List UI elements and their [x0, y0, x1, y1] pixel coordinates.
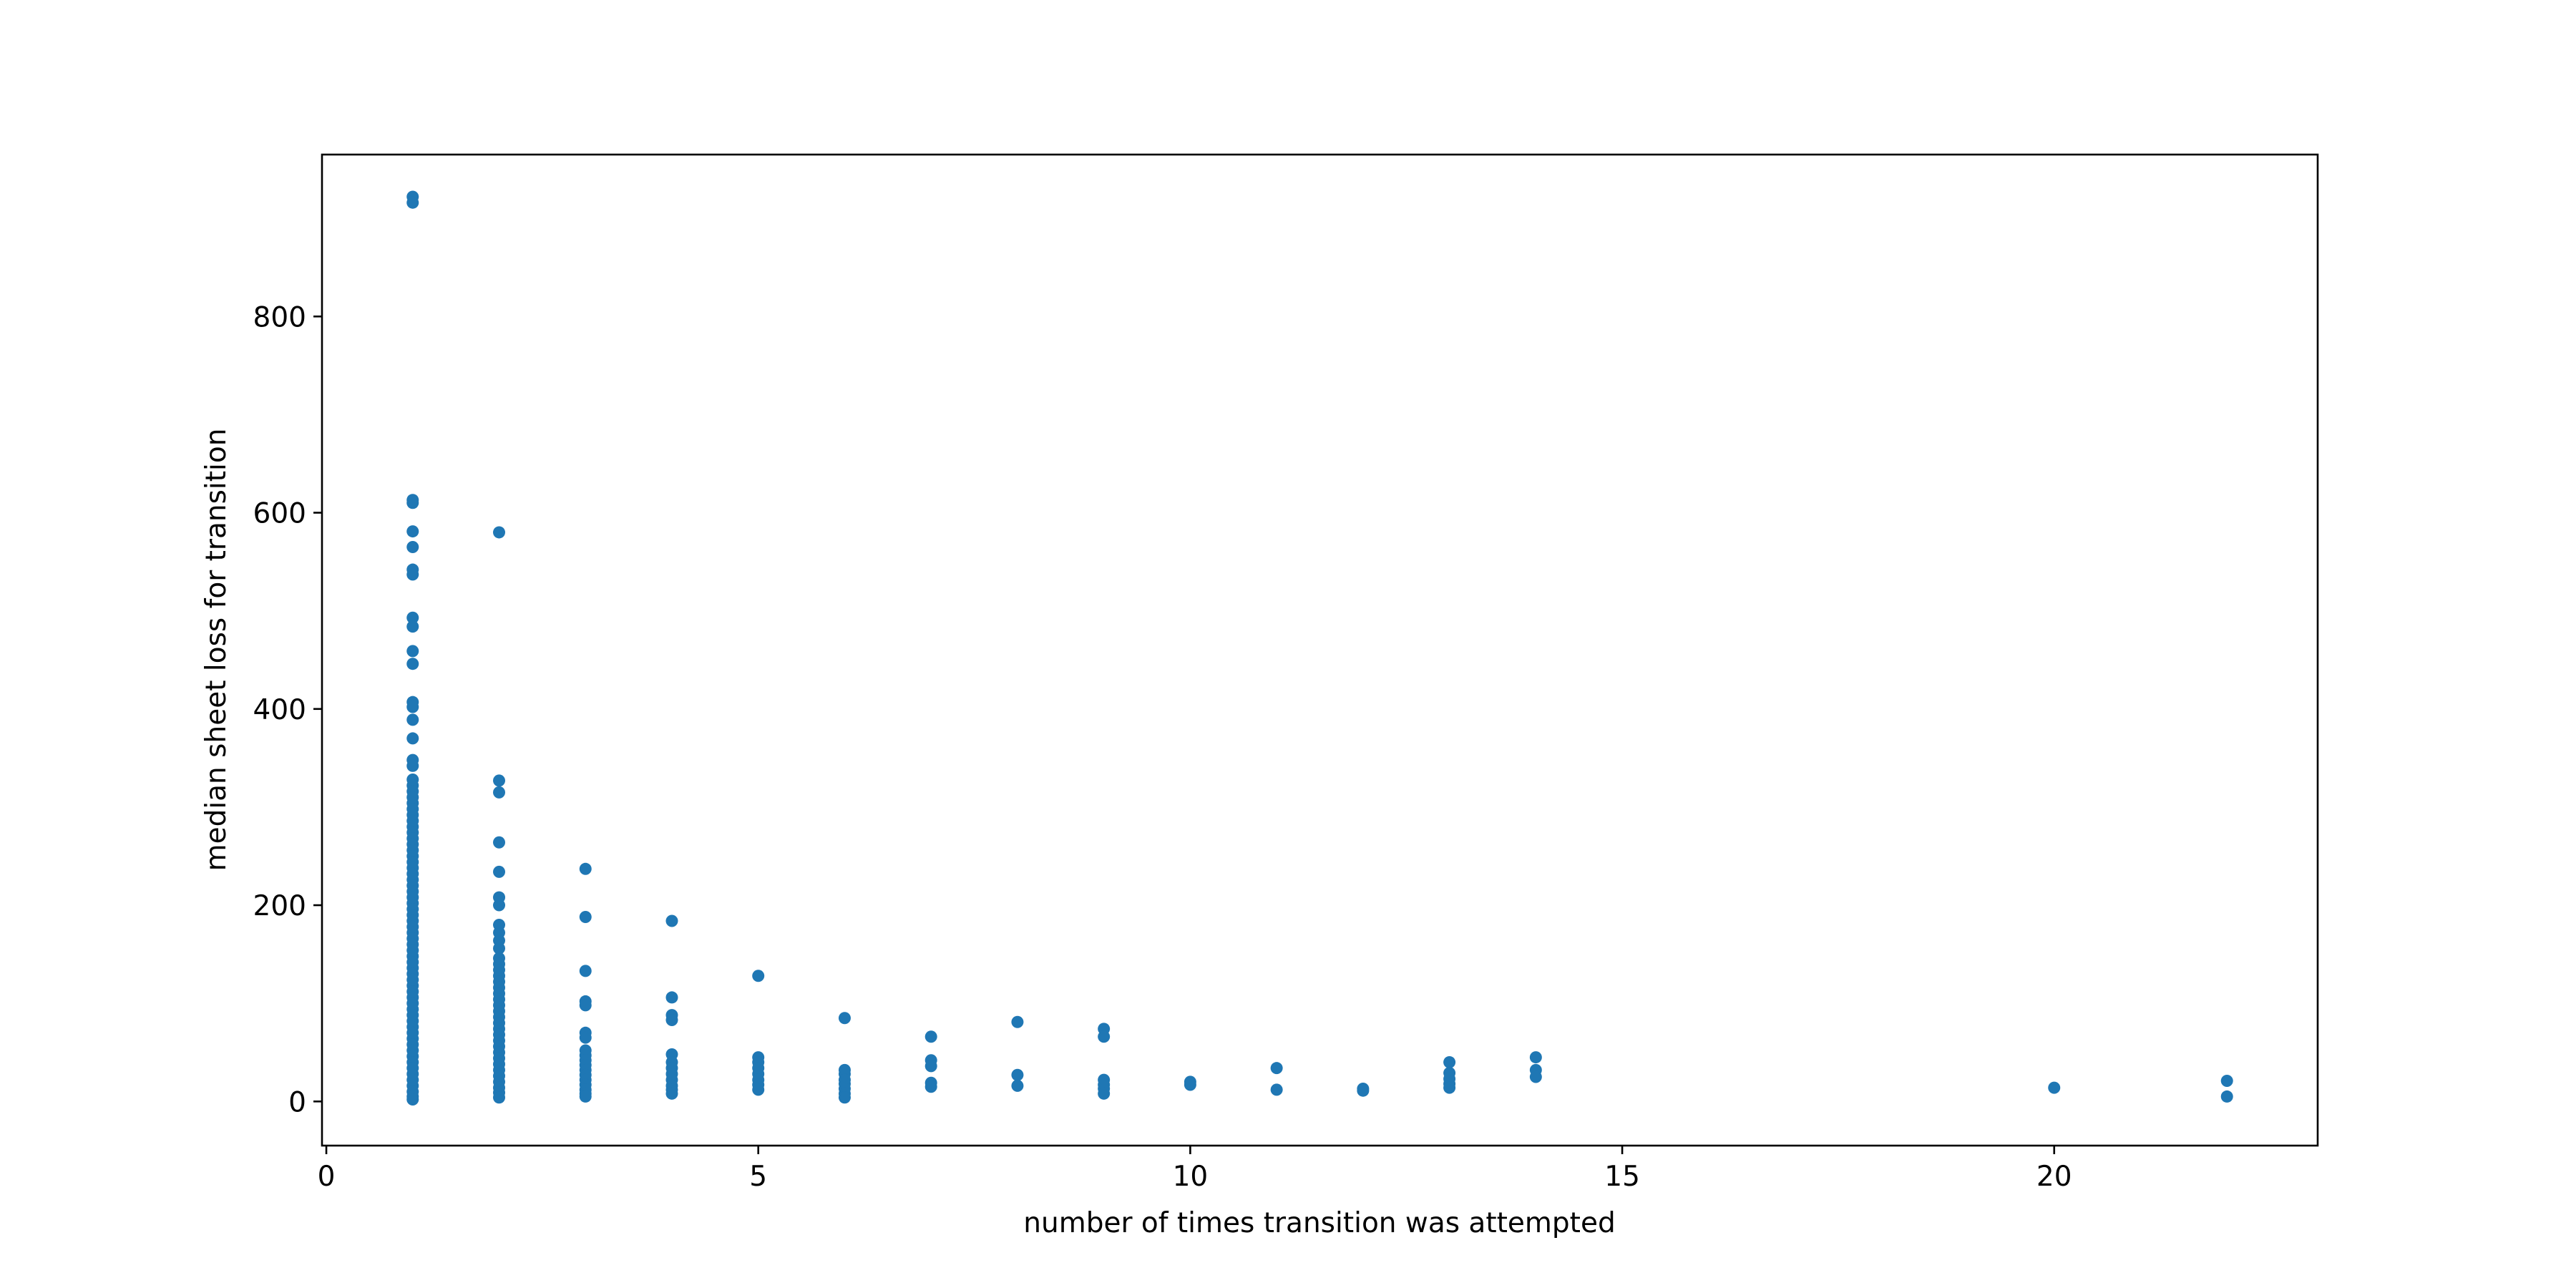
x-axis-ticks: 0 5 10 15 20 [318, 1146, 2072, 1193]
data-point [406, 620, 419, 633]
data-point [665, 1087, 678, 1100]
data-point [2048, 1081, 2061, 1094]
x-axis-label: number of times transition was attempted [1023, 1207, 1615, 1239]
data-point [406, 1093, 419, 1106]
data-point [579, 965, 592, 977]
data-point [493, 942, 506, 955]
data-point [406, 611, 419, 624]
data-point [1443, 1081, 1456, 1094]
data-point [579, 910, 592, 923]
y-tick-label: 0 [288, 1086, 306, 1118]
y-tick-label: 800 [253, 301, 306, 333]
data-point [406, 759, 419, 772]
data-point [406, 701, 419, 713]
data-point [1011, 1068, 1024, 1081]
data-point [665, 991, 678, 1004]
data-point [838, 1012, 851, 1025]
data-point [406, 713, 419, 726]
data-point [406, 497, 419, 509]
data-point [2220, 1074, 2233, 1087]
data-point [406, 658, 419, 670]
data-point [406, 568, 419, 581]
x-tick-label: 20 [2036, 1161, 2072, 1193]
data-point [1270, 1083, 1283, 1096]
data-point [752, 970, 765, 982]
data-point [1098, 1087, 1111, 1100]
data-point [1357, 1084, 1370, 1097]
data-point [924, 1030, 937, 1043]
x-tick-label: 5 [749, 1161, 767, 1193]
data-point [924, 1080, 937, 1093]
data-point [493, 899, 506, 912]
data-point [579, 1090, 592, 1103]
data-point [1529, 1051, 1542, 1064]
data-point [924, 1060, 937, 1073]
data-point [493, 774, 506, 787]
data-point [579, 999, 592, 1012]
data-point [838, 1091, 851, 1104]
data-point [493, 865, 506, 878]
data-point [1098, 1030, 1111, 1043]
y-tick-label: 600 [253, 498, 306, 530]
data-point [406, 541, 419, 554]
data-point [752, 1083, 765, 1096]
y-axis-ticks: 0 200 400 600 800 [253, 301, 322, 1118]
data-point [493, 526, 506, 539]
data-point [406, 645, 419, 658]
x-tick-label: 10 [1173, 1161, 1209, 1193]
data-point [665, 1013, 678, 1026]
x-tick-label: 0 [318, 1161, 336, 1193]
data-point [493, 786, 506, 799]
data-point [406, 525, 419, 538]
data-point [1443, 1055, 1456, 1068]
data-point [579, 1031, 592, 1044]
data-point [406, 196, 419, 209]
y-axis-label: median sheet loss for transition [200, 429, 233, 872]
data-point [1270, 1062, 1283, 1075]
data-points [406, 190, 2233, 1106]
data-point [2220, 1090, 2233, 1103]
data-point [493, 1091, 506, 1104]
data-point [665, 914, 678, 927]
data-point [1011, 1015, 1024, 1028]
y-tick-label: 200 [253, 890, 306, 922]
data-point [493, 836, 506, 849]
x-tick-label: 15 [1604, 1161, 1640, 1193]
data-point [579, 862, 592, 875]
data-point [1184, 1078, 1196, 1091]
plot-frame [321, 153, 2319, 1147]
data-point [406, 732, 419, 745]
data-point [1011, 1079, 1024, 1092]
data-point [1529, 1070, 1542, 1083]
y-tick-label: 400 [253, 694, 306, 726]
